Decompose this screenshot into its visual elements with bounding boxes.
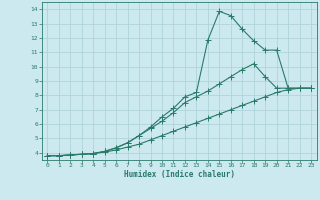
X-axis label: Humidex (Indice chaleur): Humidex (Indice chaleur): [124, 170, 235, 179]
